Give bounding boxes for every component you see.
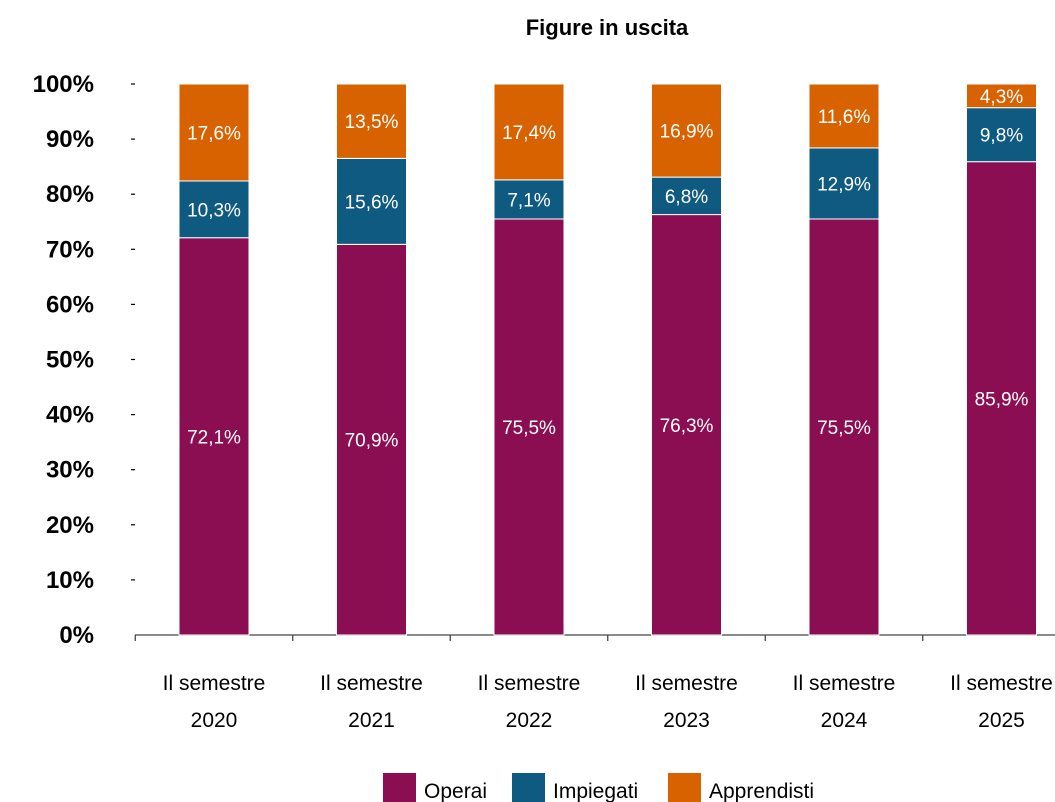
x-tick-label: Il semestre [635,672,738,695]
bar-segment-operai [651,214,722,636]
data-label: 70,9% [345,431,399,452]
x-tick-label: Il semestre [950,672,1053,695]
bar-segment-apprendisti [493,83,565,181]
legend-label-operai: Operai [424,780,487,802]
y-axis: 0% 10% 20% 30% 40% 50% 60% 70% 80% 90% 100% [33,71,135,649]
bars: 72,1% 10,3% 17,6% 70,9% 15,6% 13,5% 75,5% 7,1% 1… [178,83,1037,636]
legend-swatch-impiegati [512,773,545,802]
y-tick-label: 50% [46,347,94,374]
y-tick-label: 30% [46,457,94,484]
y-tick-label: 40% [46,402,94,429]
data-label: 76,3% [660,416,714,437]
y-tick-label: 80% [46,181,94,208]
data-label: 6,8% [665,187,708,208]
data-label: 11,6% [818,107,871,128]
legend-label-impiegati: Impiegati [553,780,638,802]
x-tick-label: 2020 [191,709,238,732]
bar-segment-impiegati [808,147,880,220]
y-tick-label: 70% [46,236,94,263]
y-tick-label: 90% [46,126,94,153]
bar-segment-operai [966,161,1037,636]
x-tick-label: 2021 [348,709,395,732]
bar-segment-apprendisti [808,83,880,149]
x-tick-label: 2024 [821,709,868,732]
x-tick-label: Il semestre [320,672,423,695]
y-tick-label: 0% [59,622,94,649]
y-tick-label: 10% [46,567,94,594]
data-label: 4,3% [980,87,1023,108]
y-tick-label: 20% [46,512,94,539]
data-label: 15,6% [345,192,399,213]
x-tick-label: 2022 [506,709,553,732]
bar-segment-operai [808,218,880,636]
data-label: 16,9% [660,122,714,143]
bar-segment-apprendisti [966,83,1037,109]
data-label: 9,8% [980,126,1023,147]
x-tick-label: 2023 [663,709,710,732]
data-label: 75,5% [817,418,871,439]
y-tick-label: 100% [33,71,94,98]
x-tick-label: Il semestre [478,672,581,695]
chart-title: Figure in uscita [526,15,689,40]
bar-segment-apprendisti [651,83,722,178]
data-label: 13,5% [345,112,399,133]
bar-segment-apprendisti [336,83,407,159]
x-tick-label: Il semestre [163,672,266,695]
bar-segment-impiegati [336,157,407,245]
data-label: 85,9% [975,389,1029,410]
bar-segment-impiegati [493,179,565,220]
bar-segment-operai [178,237,250,636]
data-label: 17,6% [187,123,241,144]
x-axis: Il semestre 2020 Il semestre 2021 Il semestr… [134,634,1055,732]
bar-segment-operai [336,243,407,636]
bar-segment-impiegati [966,107,1037,163]
legend: Operai Impiegati Apprendisti [383,773,814,802]
legend-swatch-apprendisti [668,773,701,802]
data-label: 72,1% [187,427,241,448]
bar-segment-apprendisti [178,83,250,182]
data-label: 12,9% [817,174,871,195]
legend-label-apprendisti: Apprendisti [709,780,814,802]
y-tick-label: 60% [46,291,94,318]
data-label: 10,3% [187,200,241,221]
x-tick-label: 2025 [978,709,1025,732]
x-tick-label: Il semestre [793,672,896,695]
legend-swatch-operai [383,773,416,802]
data-label: 17,4% [502,123,556,144]
bar-segment-impiegati [178,180,250,239]
data-label: 75,5% [502,418,556,439]
data-label: 7,1% [507,190,550,211]
